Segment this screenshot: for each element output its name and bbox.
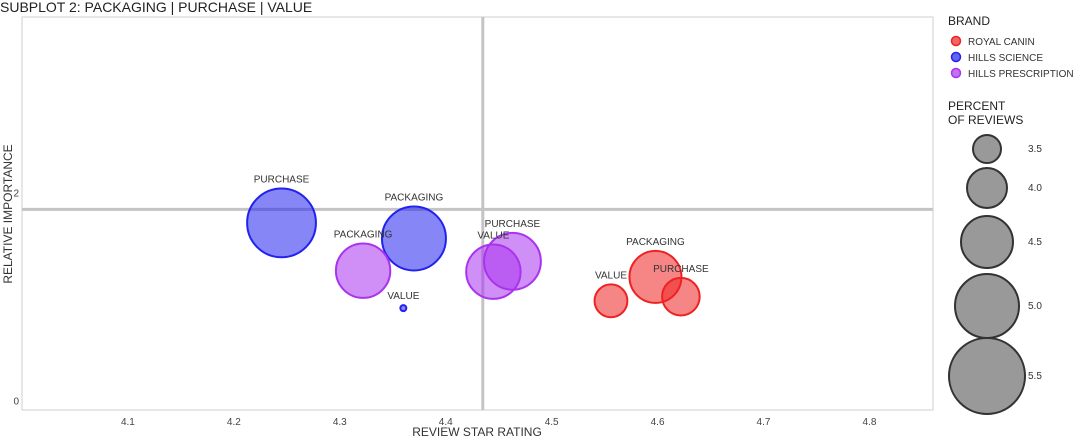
size-legend-bubble (960, 215, 1014, 269)
size-legend-bubble (966, 167, 1008, 209)
chart-title: SUBPLOT 2: PACKAGING | PURCHASE | VALUE (0, 0, 312, 15)
x-tick-label: 4.6 (651, 417, 665, 428)
x-axis-title: REVIEW STAR RATING (412, 425, 542, 439)
bubble (380, 205, 447, 272)
point-label: PACKAGING (626, 237, 685, 248)
bubble (661, 276, 701, 317)
reference-lines (22, 17, 933, 410)
bubble (399, 304, 408, 313)
y-axis-ticks: 02 (13, 189, 19, 408)
point-label: PURCHASE (485, 219, 541, 230)
x-tick-label: 4.2 (227, 417, 241, 428)
y-tick-label: 2 (13, 189, 19, 200)
bubble (465, 243, 522, 300)
point-label: PURCHASE (254, 174, 310, 185)
point-label: VALUE (387, 291, 419, 302)
legend-swatch (950, 51, 962, 63)
size-legend-label: 5.5 (1028, 371, 1042, 382)
point-label: VALUE (477, 231, 509, 242)
plot-panel (21, 16, 934, 411)
size-legend-label: 4.0 (1028, 183, 1042, 194)
size-legend-bubble (948, 337, 1026, 415)
x-tick-label: 4.7 (757, 417, 771, 428)
bubble (593, 283, 629, 319)
x-tick-label: 4.1 (121, 417, 135, 428)
x-tick-label: 4.5 (545, 417, 559, 428)
point-label: PURCHASE (653, 264, 709, 275)
bubbles (246, 187, 701, 319)
size-legend-label: 4.5 (1028, 237, 1042, 248)
bubble (334, 242, 392, 299)
size-legend-label: 3.5 (1028, 144, 1042, 155)
legend-label: HILLS SCIENCE (968, 53, 1043, 64)
legend-label: ROYAL CANIN (968, 37, 1035, 48)
x-tick-label: 4.8 (862, 417, 876, 428)
size-legend-bubble (954, 273, 1020, 339)
size-legend-title-line2: OF REVIEWS (948, 113, 1023, 127)
y-tick-label: 0 (13, 397, 19, 408)
size-legend-label: 5.0 (1028, 301, 1042, 312)
y-axis-title: RELATIVE IMPORTANCE (1, 144, 15, 283)
legend-swatch (950, 67, 962, 79)
x-tick-label: 4.3 (333, 417, 347, 428)
x-axis-ticks: 4.1 4.2 4.3 4.4 4.5 4.6 4.7 4.8 (121, 417, 877, 428)
color-legend: BRAND ROYAL CANIN HILLS SCIENCE HILLS PRES… (948, 14, 1074, 80)
x-tick-label: 4.4 (439, 417, 453, 428)
legend-swatch (950, 35, 962, 47)
point-label: VALUE (595, 270, 627, 281)
bubble (246, 187, 317, 259)
size-legend: PERCENT OF REVIEWS 3.5 4.0 4.5 5.0 5.5 (948, 99, 1042, 415)
legend-label: HILLS PRESCRIPTION (968, 69, 1074, 80)
size-legend-bubble (972, 134, 1002, 164)
point-label: PACKAGING (385, 192, 444, 203)
size-legend-title-line1: PERCENT (948, 99, 1006, 113)
color-legend-title: BRAND (948, 14, 990, 28)
point-label: PACKAGING (334, 229, 393, 240)
